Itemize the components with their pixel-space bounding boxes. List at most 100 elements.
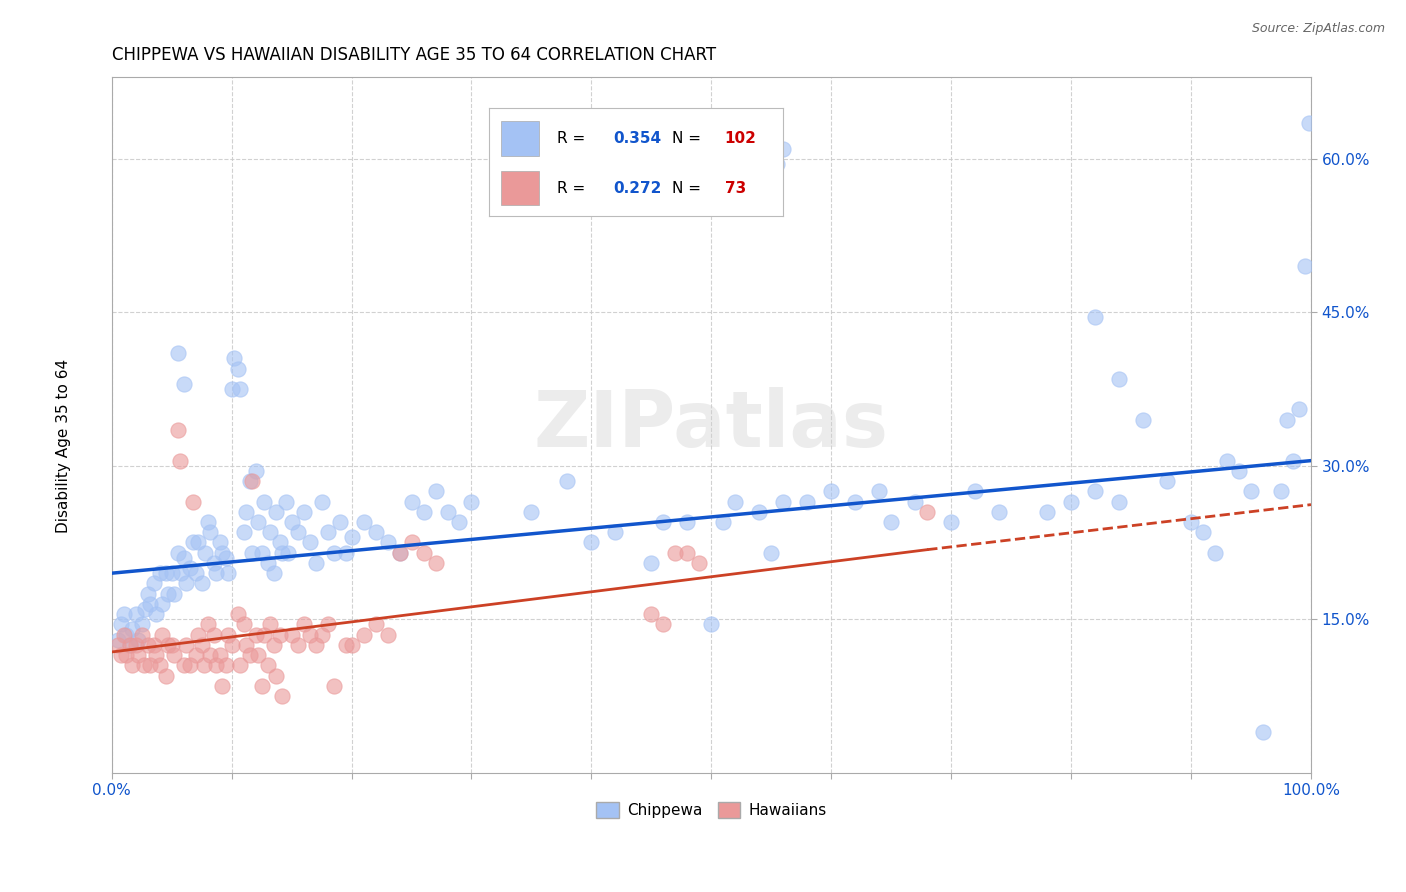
Point [292, 617, 315, 632]
Point [1216, 453, 1239, 467]
Point [131, 627, 153, 641]
Point [263, 566, 285, 581]
Point [1294, 259, 1316, 273]
Point [198, 525, 221, 540]
Text: Disability Age 35 to 64: Disability Age 35 to 64 [56, 359, 70, 533]
Point [353, 627, 375, 641]
Point [179, 561, 201, 575]
Point [1036, 505, 1059, 519]
Point [581, 535, 603, 549]
Point [166, 423, 188, 437]
Point [274, 494, 297, 508]
Point [226, 607, 249, 621]
Point [245, 627, 267, 641]
Point [388, 546, 411, 560]
Point [150, 627, 173, 641]
Point [184, 648, 207, 662]
Point [247, 515, 270, 529]
Point [1156, 474, 1178, 488]
Point [298, 627, 321, 641]
Point [247, 648, 270, 662]
Point [652, 515, 675, 529]
Point [311, 494, 333, 508]
Point [149, 566, 172, 581]
Point [221, 638, 243, 652]
Point [364, 525, 387, 540]
Point [142, 576, 165, 591]
Point [1298, 116, 1320, 130]
Point [226, 361, 249, 376]
Point [145, 607, 167, 621]
Point [988, 505, 1011, 519]
Point [724, 494, 747, 508]
Point [436, 505, 458, 519]
Point [157, 638, 180, 652]
Point [197, 617, 219, 632]
Point [1060, 494, 1083, 508]
Point [280, 515, 302, 529]
Point [181, 535, 204, 549]
Point [1270, 484, 1292, 499]
Point [401, 494, 423, 508]
Point [121, 658, 143, 673]
Point [166, 546, 188, 560]
Point [304, 638, 326, 652]
Point [1192, 525, 1215, 540]
Point [229, 658, 252, 673]
Point [179, 658, 201, 673]
Point [239, 648, 262, 662]
Point [965, 484, 987, 499]
Point [110, 617, 132, 632]
Point [322, 679, 344, 693]
Text: CHIPPEWA VS HAWAIIAN DISABILITY AGE 35 TO 64 CORRELATION CHART: CHIPPEWA VS HAWAIIAN DISABILITY AGE 35 T… [111, 46, 716, 64]
Point [772, 142, 794, 156]
Point [298, 535, 321, 549]
Point [193, 658, 215, 673]
Point [253, 494, 276, 508]
Point [155, 668, 177, 682]
Point [115, 627, 138, 641]
Point [868, 484, 890, 499]
Point [1251, 724, 1274, 739]
Point [235, 638, 257, 652]
Point [401, 535, 423, 549]
Point [134, 602, 156, 616]
Point [264, 505, 287, 519]
Point [1084, 310, 1107, 325]
Point [766, 157, 789, 171]
Point [125, 638, 148, 652]
Point [250, 546, 273, 560]
Point [335, 638, 357, 652]
Point [605, 525, 627, 540]
Point [311, 627, 333, 641]
Point [263, 638, 285, 652]
Point [118, 638, 141, 652]
Point [664, 546, 686, 560]
Point [340, 638, 363, 652]
Point [353, 515, 375, 529]
Point [880, 515, 903, 529]
Text: Source: ZipAtlas.com: Source: ZipAtlas.com [1251, 22, 1385, 36]
Point [688, 556, 710, 570]
Point [425, 484, 447, 499]
Point [364, 617, 387, 632]
Point [157, 587, 180, 601]
Point [772, 494, 794, 508]
Point [1108, 372, 1130, 386]
Point [271, 689, 294, 703]
Point [110, 648, 132, 662]
Point [163, 648, 186, 662]
Point [280, 627, 302, 641]
Point [184, 566, 207, 581]
Point [150, 597, 173, 611]
Point [142, 638, 165, 652]
Legend: Chippewa, Hawaiians: Chippewa, Hawaiians [591, 796, 832, 824]
Point [202, 556, 225, 570]
Point [1227, 464, 1250, 478]
Point [202, 627, 225, 641]
Point [711, 515, 734, 529]
Point [155, 566, 177, 581]
Point [139, 597, 162, 611]
Point [640, 607, 662, 621]
Point [1282, 453, 1305, 467]
